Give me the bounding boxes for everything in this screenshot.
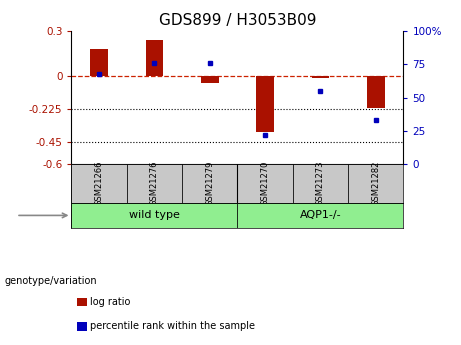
Text: GSM21279: GSM21279	[205, 160, 214, 206]
Text: percentile rank within the sample: percentile rank within the sample	[90, 321, 255, 331]
Bar	[71, 165, 127, 203]
Bar	[182, 165, 237, 203]
Text: genotype/variation: genotype/variation	[5, 276, 97, 286]
Bar	[237, 203, 403, 228]
Bar	[237, 165, 293, 203]
Title: GDS899 / H3053B09: GDS899 / H3053B09	[159, 13, 316, 29]
Bar	[312, 76, 329, 79]
Text: GSM21266: GSM21266	[95, 160, 104, 206]
Text: GSM21273: GSM21273	[316, 160, 325, 206]
Text: log ratio: log ratio	[90, 297, 130, 307]
Bar	[256, 76, 274, 132]
Bar	[293, 165, 348, 203]
Bar	[201, 76, 219, 83]
Bar	[348, 165, 403, 203]
Text: AQP1-/-: AQP1-/-	[300, 210, 341, 220]
Text: wild type: wild type	[129, 210, 180, 220]
Bar	[146, 40, 163, 76]
Bar	[90, 49, 108, 76]
Text: GSM21276: GSM21276	[150, 160, 159, 206]
Text: GSM21270: GSM21270	[260, 160, 270, 206]
Bar	[71, 203, 237, 228]
Bar	[367, 76, 384, 108]
Text: GSM21282: GSM21282	[371, 160, 380, 206]
Bar	[127, 165, 182, 203]
